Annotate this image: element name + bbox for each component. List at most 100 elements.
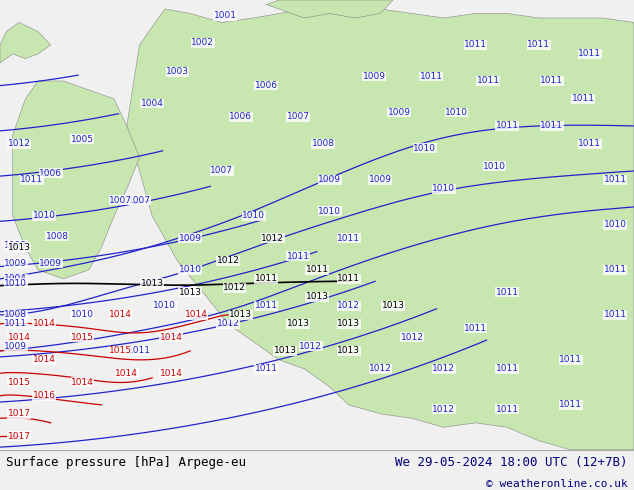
Text: 1010: 1010: [4, 279, 27, 288]
Text: 1014: 1014: [33, 355, 56, 365]
Text: 1011: 1011: [255, 365, 278, 373]
Text: 1012: 1012: [432, 365, 455, 373]
Text: 1007: 1007: [128, 196, 151, 205]
Text: 1006: 1006: [39, 169, 62, 178]
Text: 1011: 1011: [559, 400, 582, 409]
Text: 1010: 1010: [153, 301, 176, 310]
Text: Surface pressure [hPa] Arpege-eu: Surface pressure [hPa] Arpege-eu: [6, 456, 247, 469]
Text: 1009: 1009: [369, 175, 392, 184]
Text: 1011: 1011: [287, 252, 309, 261]
Text: 1017: 1017: [8, 409, 30, 418]
Text: 1014: 1014: [33, 319, 56, 328]
Text: 1001: 1001: [214, 11, 236, 20]
Text: 1009: 1009: [39, 259, 62, 268]
Text: 1014: 1014: [8, 333, 30, 342]
Text: 1011: 1011: [540, 76, 563, 85]
Text: 1011: 1011: [128, 346, 151, 355]
Polygon shape: [13, 81, 139, 279]
Text: 1011: 1011: [604, 310, 626, 319]
Text: 1011: 1011: [337, 234, 360, 243]
Text: 1007: 1007: [210, 167, 233, 175]
Text: 1015: 1015: [109, 346, 132, 355]
Text: © weatheronline.co.uk: © weatheronline.co.uk: [486, 479, 628, 489]
Text: 1012: 1012: [337, 301, 360, 310]
Text: 1013: 1013: [382, 301, 404, 310]
Text: 1013: 1013: [274, 346, 297, 355]
Text: 1011: 1011: [337, 274, 360, 283]
Text: 1007: 1007: [109, 196, 132, 205]
Text: 1012: 1012: [217, 319, 240, 328]
Text: 1013: 1013: [337, 346, 360, 355]
Text: 1011: 1011: [572, 95, 595, 103]
Text: 1008: 1008: [312, 140, 335, 148]
Text: 1002: 1002: [191, 38, 214, 47]
Text: 1017: 1017: [8, 432, 30, 441]
Text: 1010: 1010: [413, 144, 436, 153]
Text: 1011: 1011: [496, 288, 519, 297]
Text: 1008: 1008: [46, 232, 68, 241]
Text: 1013: 1013: [287, 319, 309, 328]
Polygon shape: [0, 23, 51, 63]
Text: 1009: 1009: [388, 108, 411, 117]
Text: 1011: 1011: [496, 365, 519, 373]
Text: 1004: 1004: [141, 99, 164, 108]
Text: 1010: 1010: [71, 310, 94, 319]
Text: 1012: 1012: [432, 405, 455, 414]
Text: 1009: 1009: [363, 72, 385, 81]
Text: 1013: 1013: [8, 243, 30, 252]
Text: 1013: 1013: [179, 288, 202, 297]
Text: 1004: 1004: [4, 274, 27, 283]
Text: 1014: 1014: [115, 369, 138, 378]
Text: 1011: 1011: [496, 122, 519, 130]
Text: 1013: 1013: [230, 310, 252, 319]
Text: 1014: 1014: [71, 378, 94, 387]
Text: 1011: 1011: [604, 175, 626, 184]
Text: 1011: 1011: [578, 140, 601, 148]
Text: 1011: 1011: [604, 266, 626, 274]
Text: 1014: 1014: [160, 369, 183, 378]
Text: 1013: 1013: [306, 293, 328, 301]
Text: 1011: 1011: [496, 405, 519, 414]
Text: 1011: 1011: [420, 72, 443, 81]
Text: 1012: 1012: [369, 365, 392, 373]
Text: 1010: 1010: [432, 184, 455, 194]
Text: 1010: 1010: [445, 108, 468, 117]
Text: 1015: 1015: [8, 378, 30, 387]
Text: 1010: 1010: [242, 211, 265, 220]
Text: 1015: 1015: [71, 333, 94, 342]
Text: We 29-05-2024 18:00 UTC (12+7B): We 29-05-2024 18:00 UTC (12+7B): [395, 456, 628, 469]
Text: 1008: 1008: [4, 241, 27, 249]
Text: 1011: 1011: [527, 41, 550, 49]
Text: 1012: 1012: [217, 256, 240, 266]
Text: 1003: 1003: [166, 68, 189, 76]
Text: 1006: 1006: [230, 112, 252, 122]
Text: 1011: 1011: [306, 266, 328, 274]
Text: 1011: 1011: [578, 49, 601, 58]
Text: 1014: 1014: [185, 310, 208, 319]
Text: 1012: 1012: [223, 283, 246, 293]
Text: 1010: 1010: [604, 220, 626, 229]
Text: 1010: 1010: [483, 162, 506, 171]
Text: 1009: 1009: [4, 259, 27, 268]
Text: 1012: 1012: [299, 342, 322, 351]
Text: 1011: 1011: [559, 355, 582, 365]
Polygon shape: [127, 9, 634, 450]
Text: 1012: 1012: [8, 140, 30, 148]
Text: 1012: 1012: [261, 234, 284, 243]
Text: 1008: 1008: [4, 310, 27, 319]
Text: 1013: 1013: [337, 319, 360, 328]
Text: 1014: 1014: [109, 310, 132, 319]
Text: 1010: 1010: [318, 207, 341, 216]
Text: 1009: 1009: [318, 175, 341, 184]
Text: 1007: 1007: [287, 112, 309, 122]
Text: 1013: 1013: [141, 279, 164, 288]
Text: 1011: 1011: [255, 301, 278, 310]
Text: 1012: 1012: [401, 333, 424, 342]
Text: 1016: 1016: [33, 392, 56, 400]
Text: 1010: 1010: [33, 211, 56, 220]
Text: 1006: 1006: [255, 81, 278, 90]
Text: 1011: 1011: [540, 122, 563, 130]
Text: 1011: 1011: [20, 175, 43, 184]
Text: 1009: 1009: [4, 342, 27, 351]
Text: 1011: 1011: [255, 274, 278, 283]
